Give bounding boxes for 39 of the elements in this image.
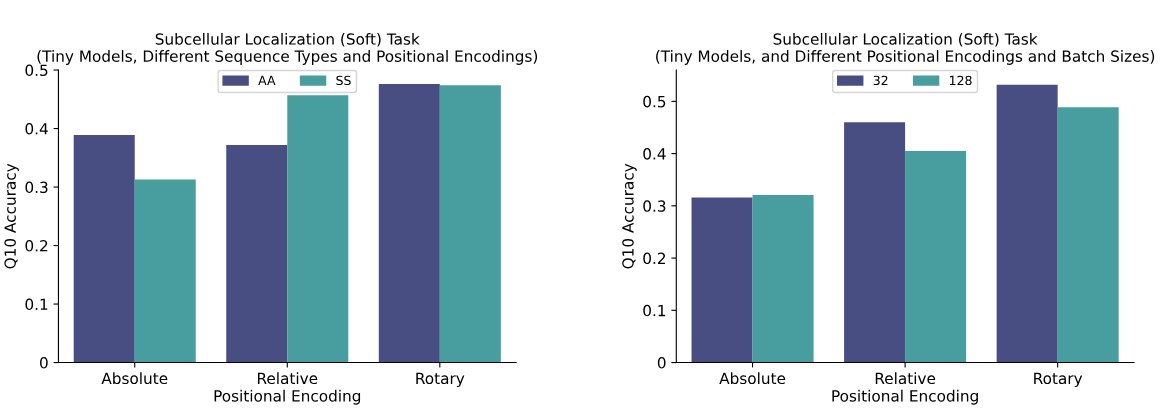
y-tick-label: 0.3 bbox=[643, 200, 666, 212]
bar bbox=[226, 144, 288, 363]
x-tick-label: Absolute bbox=[719, 372, 786, 385]
bar bbox=[905, 151, 967, 363]
x-tick-label: Rotary bbox=[1034, 372, 1083, 388]
bar bbox=[134, 179, 196, 363]
bar bbox=[752, 194, 814, 363]
y-tick-label: 0.4 bbox=[643, 148, 666, 160]
y-tick-label: 0.5 bbox=[643, 95, 666, 108]
x-axis-title: Positional Encoding bbox=[832, 389, 978, 405]
y-tick-label: 0.5 bbox=[25, 64, 48, 77]
y-axis-title: Q10 Accuracy bbox=[4, 163, 19, 269]
legend-label: AA bbox=[258, 75, 276, 85]
x-tick-label: Rotary bbox=[416, 372, 465, 388]
y-axis-title: Q10 Accuracy bbox=[622, 163, 637, 269]
x-tick-label: Relative bbox=[257, 372, 318, 385]
y-tick-label: 0 bbox=[657, 357, 666, 369]
bar bbox=[691, 197, 753, 363]
y-tick-label: 0.3 bbox=[25, 181, 48, 194]
legend-label: 128 bbox=[950, 75, 972, 86]
bar bbox=[439, 85, 501, 363]
legend-label: 32 bbox=[873, 75, 888, 86]
bar bbox=[844, 122, 906, 363]
y-tick-label: 0.1 bbox=[25, 298, 48, 311]
bar bbox=[378, 84, 440, 363]
bar bbox=[73, 134, 135, 363]
x-tick-label: Absolute bbox=[101, 372, 168, 385]
y-tick-label: 0.2 bbox=[25, 240, 48, 252]
y-tick-label: 0.2 bbox=[643, 252, 666, 265]
y-tick-label: 0 bbox=[40, 357, 48, 369]
x-axis-title: Positional Encoding bbox=[214, 389, 361, 405]
chart-title: Subcellular Localization (Soft) Task (Tiny Models, and Different Positional Encodings and Batch Sizes) bbox=[656, 32, 1155, 65]
bar bbox=[996, 84, 1058, 363]
bar bbox=[1057, 107, 1119, 363]
legend-label: SS bbox=[336, 75, 351, 86]
y-tick-label: 0.4 bbox=[25, 123, 48, 135]
x-tick-label: Relative bbox=[875, 372, 936, 385]
y-tick-label: 0.1 bbox=[643, 304, 666, 317]
chart-title: Subcellular Localization (Soft) Task (Tiny Models, Different Sequence Types and Positional Encodings) bbox=[37, 32, 538, 65]
